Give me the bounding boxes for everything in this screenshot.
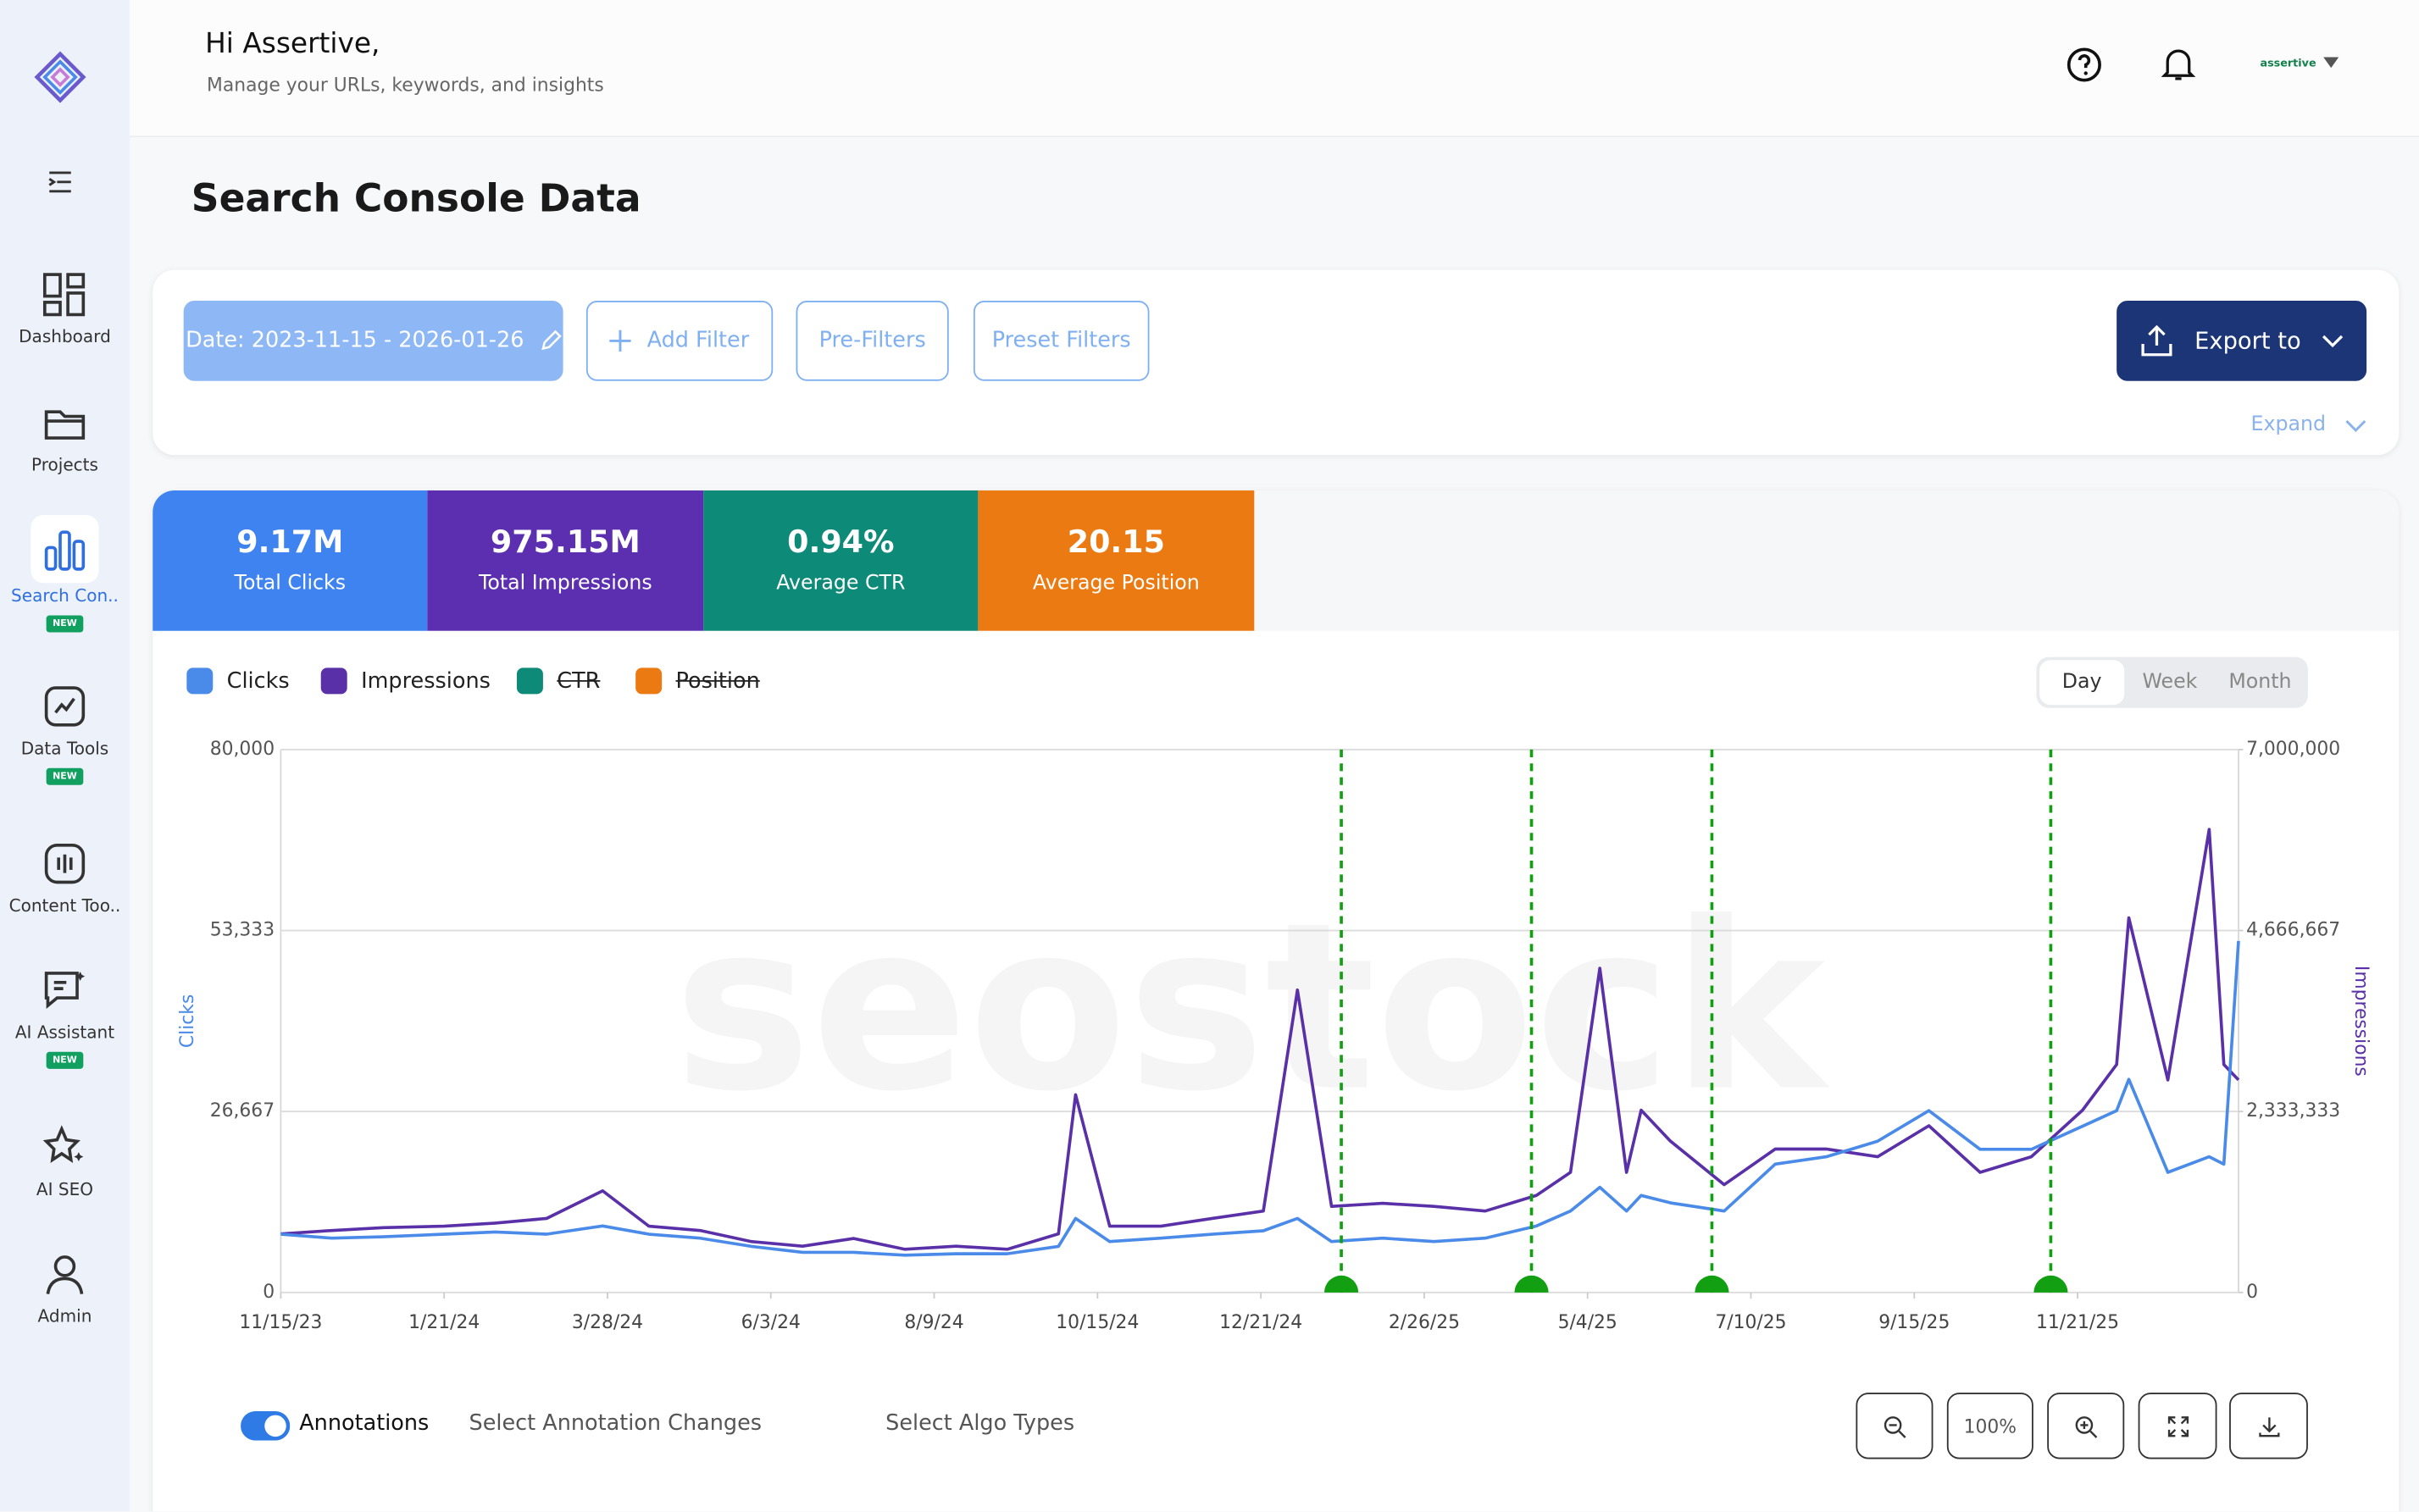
nav-label: Dashboard (19, 327, 111, 347)
nav-label: Data Tools (20, 739, 109, 759)
subtitle: Manage your URLs, keywords, and insights (206, 74, 604, 96)
user-caret[interactable] (2323, 57, 2339, 69)
kpi-value: 9.17M (236, 523, 344, 560)
legend-label: Impressions (361, 668, 491, 694)
icon (44, 530, 86, 571)
icon (2167, 1415, 2189, 1437)
granularity-option[interactable]: Month (2228, 671, 2292, 695)
kpi-position: 20.15 Average Position (978, 490, 1255, 631)
kpi-label: Total Impressions (478, 572, 652, 595)
granularity-option[interactable]: Week (2142, 671, 2198, 695)
menu-toggle[interactable] (47, 169, 75, 194)
nav-projects[interactable]: Projects (0, 400, 130, 475)
add-filter-label: Add Filter (646, 328, 750, 353)
icon (42, 1125, 84, 1164)
preset-filters[interactable]: Preset Filters (973, 301, 1150, 381)
kpi-strip (1254, 490, 2400, 631)
icon (46, 1255, 84, 1294)
greeting: Hi Assertive, (205, 27, 380, 61)
expand-toggle[interactable]: Expand (2251, 413, 2366, 436)
legend-item[interactable]: Clicks (186, 667, 290, 695)
nav-admin[interactable]: Admin (0, 1251, 130, 1326)
kpi-label: Average Position (1032, 572, 1200, 595)
top-bar: Hi Assertive, Manage your URLs, keywords… (129, 0, 2419, 138)
plus-icon (609, 330, 632, 352)
zoom-out[interactable] (1856, 1393, 1934, 1459)
pre-filters[interactable]: Pre-Filters (796, 301, 949, 381)
annotations-label: Annotations (299, 1411, 430, 1437)
kpi-ctr: 0.94% Average CTR (703, 490, 979, 631)
icon (44, 972, 86, 1010)
sidebar: Dashboard Projects Search Con.. NEW Data… (0, 0, 130, 1512)
download[interactable] (2229, 1393, 2308, 1459)
kpi-impressions: 975.15M Total Impressions (427, 490, 704, 631)
upload-icon (2140, 324, 2172, 357)
nav-ai-assistant[interactable]: AI Assistant NEW (0, 967, 130, 1069)
nav-search-console[interactable]: Search Con.. NEW (0, 515, 130, 633)
legend-label: Position (675, 668, 760, 694)
new-badge: NEW (46, 767, 84, 785)
algo-types-select[interactable]: Select Algo Types (885, 1411, 1075, 1437)
add-filter[interactable]: Add Filter (585, 301, 774, 381)
export-label: Export to (2194, 327, 2301, 355)
nav-content-tools[interactable]: Content Too.. (0, 840, 130, 917)
new-badge: NEW (46, 1051, 84, 1069)
notifications-icon[interactable] (2161, 47, 2195, 84)
legend-swatch (635, 667, 663, 695)
nav-label: Projects (31, 455, 98, 475)
nav-dashboard[interactable]: Dashboard (0, 271, 130, 347)
help-icon[interactable] (2066, 47, 2103, 84)
icon (44, 686, 86, 727)
icon (42, 273, 86, 317)
zoom-level[interactable]: 100% (1946, 1393, 2033, 1459)
icon-bg (31, 515, 99, 584)
legend-label: CTR (557, 668, 601, 694)
legend-swatch (186, 667, 214, 695)
icon (1884, 1415, 1906, 1437)
legend-item[interactable]: CTR (516, 667, 601, 695)
nav-label: AI SEO (36, 1179, 94, 1200)
legend-swatch (516, 667, 543, 695)
export-button[interactable]: Export to (2117, 301, 2367, 381)
legend-item[interactable]: Position (635, 667, 760, 695)
icon (44, 843, 86, 884)
icon (2075, 1415, 2098, 1437)
kpi-label: Average CTR (776, 572, 906, 595)
date-text: Date: 2023-11-15 - 2026-01-26 (186, 328, 524, 353)
chart-card (153, 490, 2400, 1512)
nav-ai-seo[interactable]: AI SEO (0, 1124, 130, 1200)
expand-label: Expand (2250, 413, 2327, 437)
page-title: Search Console Data (191, 175, 641, 221)
nav-data-tools[interactable]: Data Tools NEW (0, 684, 130, 785)
date-filter[interactable]: Date: 2023-11-15 - 2026-01-26 (183, 301, 563, 381)
granularity-option[interactable]: Day (2039, 660, 2125, 706)
legend-item[interactable]: Impressions (320, 667, 491, 695)
chevron (2322, 335, 2344, 348)
user-logo[interactable]: assertive (2260, 57, 2316, 69)
icon (2258, 1416, 2279, 1437)
annotation-changes-select[interactable]: Select Annotation Changes (469, 1411, 763, 1437)
icon (44, 410, 86, 440)
new-badge: NEW (46, 615, 84, 633)
annotations-switch[interactable] (241, 1411, 291, 1441)
fullscreen[interactable] (2138, 1393, 2217, 1459)
zoom-in[interactable] (2047, 1393, 2125, 1459)
edit-icon (541, 330, 562, 351)
nav-label: Admin (37, 1306, 92, 1326)
kpi-label: Total Clicks (234, 572, 347, 595)
kpi-value: 20.15 (1067, 523, 1165, 560)
nav-label: Content Too.. (8, 895, 121, 917)
kpi-clicks: 9.17M Total Clicks (153, 490, 428, 631)
nav-label: Search Con.. (11, 585, 119, 606)
nav-label: AI Assistant (14, 1022, 115, 1043)
legend-label: Clicks (226, 668, 290, 694)
chevron (2344, 419, 2366, 432)
logo[interactable] (34, 51, 86, 103)
legend-swatch (320, 667, 347, 695)
kpi-value: 975.15M (490, 523, 641, 560)
kpi-value: 0.94% (787, 523, 895, 560)
